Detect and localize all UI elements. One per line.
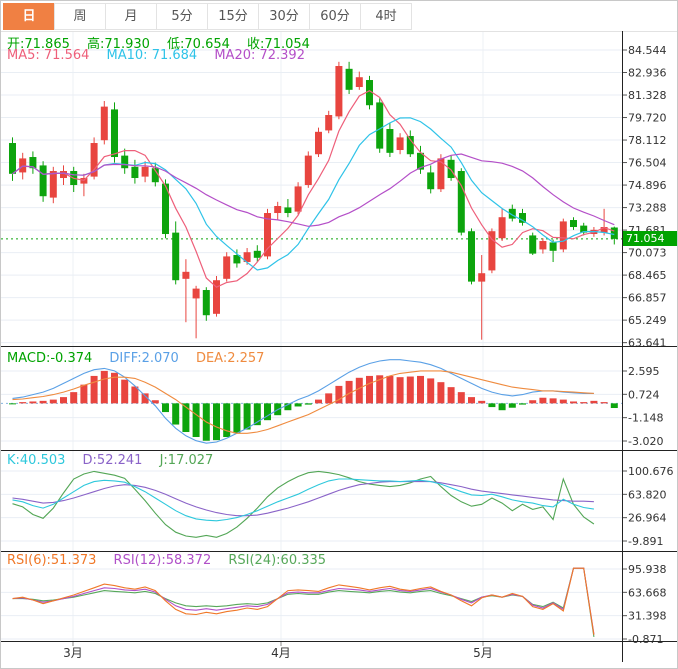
diff-value: DIFF:2.070 xyxy=(109,351,179,366)
svg-text:70.073: 70.073 xyxy=(628,247,667,260)
k-value: K:40.503 xyxy=(7,453,66,468)
timeframe-tabs: 日周月 5分 15分 30分 60分 4时 xyxy=(3,3,412,30)
svg-text:63.820: 63.820 xyxy=(628,488,667,501)
rsi6-value: RSI(6):51.373 xyxy=(7,553,97,568)
svg-text:68.465: 68.465 xyxy=(628,269,667,282)
tab-日[interactable]: 日 xyxy=(3,3,55,30)
ma5-value: MA5: 71.564 xyxy=(7,48,90,63)
svg-text:65.249: 65.249 xyxy=(628,314,667,327)
low-value: 低:70.654 xyxy=(167,37,230,52)
rsi-header: RSI(6):51.373 RSI(12):58.372 RSI(24):60.… xyxy=(7,553,339,568)
rsi24-value: RSI(24):60.335 xyxy=(228,553,327,568)
svg-text:66.857: 66.857 xyxy=(628,292,667,305)
kdj-header: K:40.503 D:52.241 J:17.027 xyxy=(7,453,226,468)
svg-text:74.896: 74.896 xyxy=(628,179,667,192)
svg-text:63.641: 63.641 xyxy=(628,337,667,350)
svg-text:-9.891: -9.891 xyxy=(628,535,663,548)
tab-5分[interactable]: 5分 xyxy=(156,3,208,30)
j-value: J:17.027 xyxy=(159,453,214,468)
macd-header: MACD:-0.374 DIFF:2.070 DEA:2.257 xyxy=(7,351,277,366)
svg-text:31.398: 31.398 xyxy=(628,610,667,623)
svg-text:84.544: 84.544 xyxy=(628,44,667,57)
ma20-value: MA20: 72.392 xyxy=(214,48,305,63)
open-value: 开:71.865 xyxy=(7,37,70,52)
tab-30分[interactable]: 30分 xyxy=(258,3,310,30)
svg-text:-3.020: -3.020 xyxy=(628,435,663,448)
macd-value: MACD:-0.374 xyxy=(7,351,93,366)
ohlc-header: 开:71.865 高:71.930 低:70.654 收:71.054 xyxy=(7,33,323,52)
svg-text:78.112: 78.112 xyxy=(628,134,667,147)
svg-text:81.328: 81.328 xyxy=(628,89,667,102)
d-value: D:52.241 xyxy=(82,453,143,468)
svg-text:100.676: 100.676 xyxy=(628,465,674,478)
tab-月[interactable]: 月 xyxy=(105,3,157,30)
rsi12-value: RSI(12):58.372 xyxy=(113,553,212,568)
svg-text:63.668: 63.668 xyxy=(628,586,667,599)
tab-60分[interactable]: 60分 xyxy=(309,3,361,30)
current-price-badge: 71.054 xyxy=(623,231,677,246)
high-value: 高:71.930 xyxy=(87,37,150,52)
svg-text:76.504: 76.504 xyxy=(628,157,667,170)
svg-text:82.936: 82.936 xyxy=(628,67,667,80)
svg-text:79.720: 79.720 xyxy=(628,112,667,125)
svg-text:95.938: 95.938 xyxy=(628,563,667,576)
ma10-value: MA10: 71.684 xyxy=(106,48,198,63)
svg-text:5月: 5月 xyxy=(473,646,493,660)
svg-text:2.595: 2.595 xyxy=(628,365,660,378)
dea-value: DEA:2.257 xyxy=(195,351,265,366)
svg-text:26.964: 26.964 xyxy=(628,512,667,525)
ma-header: MA5: 71.564 MA10: 71.684 MA20: 72.392 xyxy=(7,48,318,63)
svg-text:-1.148: -1.148 xyxy=(628,412,663,425)
close-value: 收:71.054 xyxy=(247,37,310,52)
tab-4时[interactable]: 4时 xyxy=(360,3,412,30)
svg-text:-0.871: -0.871 xyxy=(628,633,663,646)
tab-15分[interactable]: 15分 xyxy=(207,3,259,30)
tab-周[interactable]: 周 xyxy=(54,3,106,30)
svg-text:3月: 3月 xyxy=(63,646,83,660)
svg-text:0.724: 0.724 xyxy=(628,388,660,401)
svg-text:4月: 4月 xyxy=(271,646,291,660)
svg-text:73.288: 73.288 xyxy=(628,202,667,215)
